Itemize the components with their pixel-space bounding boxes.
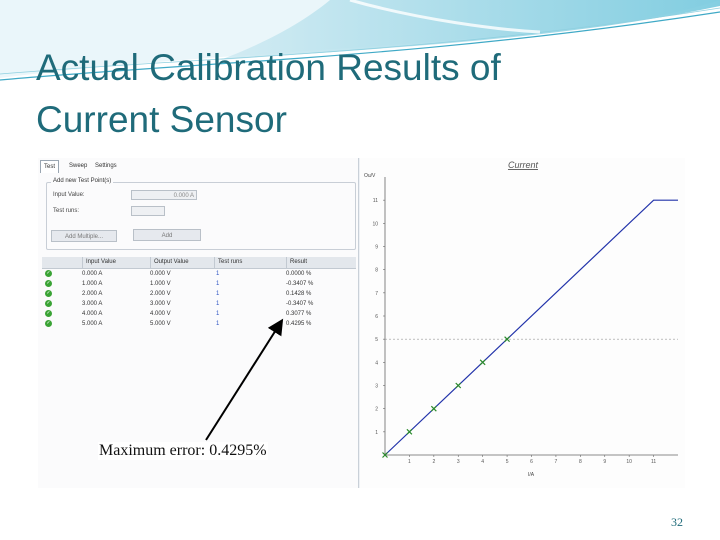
tab-test[interactable]: Test: [40, 160, 60, 173]
x-tick-label: 2: [432, 459, 435, 465]
check-icon: ✓: [45, 270, 52, 277]
x-tick-label: 6: [530, 459, 533, 465]
header-swoosh-decoration: [0, 0, 720, 81]
x-tick-label: 8: [579, 459, 582, 465]
calibration-app-screenshot: Test Sweep Settings Add new Test Point(s…: [38, 158, 685, 488]
y-tick-label: 3: [375, 384, 378, 390]
check-icon: ✓: [45, 320, 52, 327]
page-number: 32: [671, 515, 683, 529]
cell-output: 3.000 V: [150, 301, 171, 307]
cell-input: 2.000 A: [82, 291, 103, 297]
cell-result: -0.3407 %: [286, 281, 314, 287]
y-tick-label: 5: [375, 337, 378, 343]
y-tick-label: 11: [373, 198, 378, 204]
column-header-test-runs[interactable]: Test runs: [214, 257, 286, 268]
cell-runs: 1: [216, 291, 220, 297]
cell-input: 0.000 A: [82, 271, 103, 277]
chart-x-axis-label: I/A: [528, 472, 535, 478]
data-point-marker: [382, 452, 388, 458]
x-tick-label: 3: [457, 459, 460, 465]
data-point-marker: [479, 359, 486, 366]
cell-result: 0.3077 %: [286, 311, 312, 317]
cell-output: 2.000 V: [150, 291, 171, 297]
results-table-header: Input Value Output Value Test runs Resul…: [42, 257, 356, 269]
chart-title: Current: [508, 160, 539, 170]
data-point-marker: [406, 428, 413, 435]
x-tick-label: 4: [481, 459, 484, 465]
y-tick-label: 4: [375, 360, 378, 366]
tab-sweep[interactable]: Sweep: [69, 163, 88, 169]
add-multiple-button[interactable]: Add Multiple...: [51, 230, 117, 242]
cell-runs: 1: [216, 311, 220, 317]
check-icon: ✓: [45, 290, 52, 297]
input-value-field[interactable]: 0.000 A: [131, 190, 197, 200]
slide-title-line-1: Actual Calibration Results of: [36, 47, 501, 88]
x-tick-label: 7: [555, 459, 558, 465]
data-point-marker: [455, 382, 462, 389]
table-row[interactable]: ✓ 2.000 A 2.000 V 1 0.1428 %: [42, 289, 356, 299]
table-row[interactable]: ✓ 5.000 A 5.000 V 1 0.4295 %: [42, 319, 356, 329]
cell-output: 1.000 V: [150, 281, 171, 287]
table-row[interactable]: ✓ 1.000 A 1.000 V 1 -0.3407 %: [42, 279, 356, 289]
y-tick-label: 6: [375, 314, 378, 320]
cell-runs: 1: [216, 271, 220, 277]
slide-title-line-2: Current Sensor: [36, 99, 287, 140]
y-tick-label: 7: [375, 291, 378, 297]
calibration-chart: Current Ou/V I/A 1 2 3 4 5 6 7 8 9 10 11 1 2 3 4 5 6 7 8 9 1…: [360, 158, 685, 488]
cell-result: -0.3407 %: [286, 301, 314, 307]
y-tick-label: 9: [375, 245, 378, 251]
add-test-point-group: Add new Test Point(s) Input Value: 0.000…: [46, 178, 356, 250]
cell-output: 4.000 V: [150, 311, 171, 317]
cell-result: 0.0000 %: [286, 271, 312, 277]
data-point-marker: [430, 405, 437, 412]
add-button[interactable]: Add: [133, 229, 201, 241]
x-tick-label: 1: [408, 459, 411, 465]
cell-input: 1.000 A: [82, 281, 103, 287]
cell-output: 5.000 V: [150, 321, 171, 327]
cell-runs: 1: [216, 281, 220, 287]
x-tick-label: 9: [603, 459, 606, 465]
tab-settings[interactable]: Settings: [95, 163, 117, 169]
input-value-label: Input Value:: [53, 192, 85, 198]
cell-input: 5.000 A: [82, 321, 103, 327]
column-header-result[interactable]: Result: [286, 257, 356, 268]
check-icon: ✓: [45, 280, 52, 287]
column-header-output-value[interactable]: Output Value: [150, 257, 214, 268]
chart-y-axis-label: Ou/V: [364, 173, 376, 179]
test-runs-label: Test runs:: [53, 208, 80, 214]
test-runs-field[interactable]: [131, 206, 165, 216]
cell-input: 4.000 A: [82, 311, 103, 317]
data-point-marker: [504, 336, 511, 343]
table-row[interactable]: ✓ 4.000 A 4.000 V 1 0.3077 %: [42, 309, 356, 319]
maximum-error-annotation: Maximum error: 0.4295%: [98, 442, 268, 460]
x-tick-label: 11: [651, 459, 656, 465]
cell-runs: 1: [216, 321, 220, 327]
y-tick-label: 2: [375, 407, 378, 413]
table-row[interactable]: ✓ 0.000 A 0.000 V 1 0.0000 %: [42, 269, 356, 279]
check-icon: ✓: [45, 300, 52, 307]
cell-output: 0.000 V: [150, 271, 171, 277]
cell-result: 0.4295 %: [286, 321, 312, 327]
cell-runs: 1: [216, 301, 220, 307]
chart-svg: Current Ou/V I/A 1 2 3 4 5 6 7 8 9 10 111234567891…: [360, 158, 685, 488]
cell-input: 3.000 A: [82, 301, 103, 307]
y-tick-label: 8: [375, 268, 378, 274]
slide-title: Actual Calibration Results of Current Se…: [36, 42, 636, 146]
y-tick-label: 1: [375, 430, 378, 436]
cell-result: 0.1428 %: [286, 291, 312, 297]
x-tick-label: 5: [506, 459, 509, 465]
column-header-input-value[interactable]: Input Value: [82, 257, 150, 268]
series-line: [384, 199, 678, 456]
table-row[interactable]: ✓ 3.000 A 3.000 V 1 -0.3407 %: [42, 299, 356, 309]
test-panel: Test Sweep Settings Add new Test Point(s…: [38, 158, 359, 488]
check-icon: ✓: [45, 310, 52, 317]
y-tick-label: 10: [372, 221, 378, 227]
group-title: Add new Test Point(s): [51, 178, 114, 184]
x-tick-label: 10: [626, 459, 632, 465]
